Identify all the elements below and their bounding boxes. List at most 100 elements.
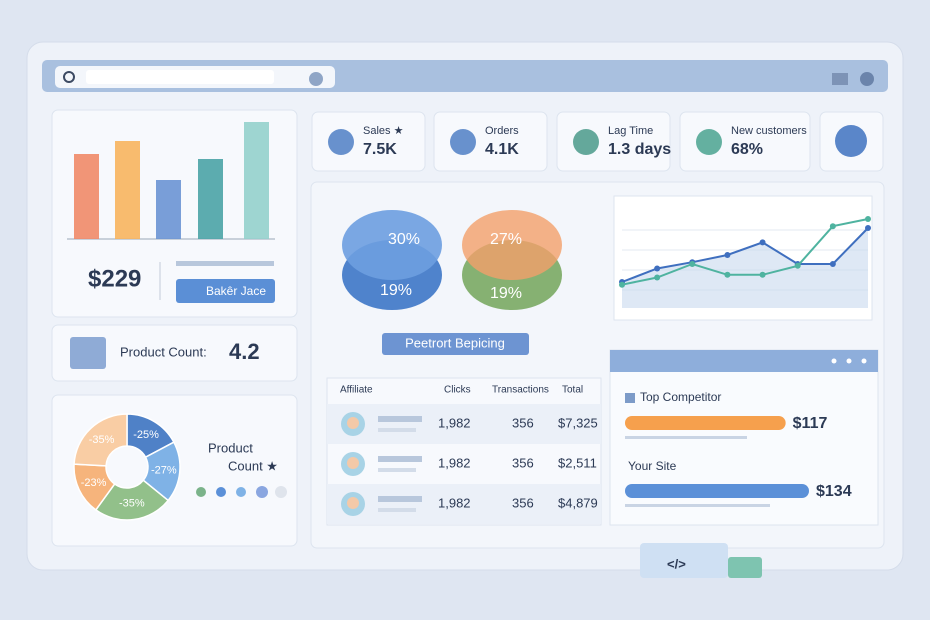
donut-label: -35% [119,498,145,510]
point [865,216,871,222]
venn-circle [342,210,442,280]
panel-header [610,350,878,372]
competitor-bar [625,416,786,430]
play-badge[interactable] [728,557,762,578]
kpi-label: New customers [731,125,807,137]
kpi-icon [696,129,722,155]
kpi-value: 1.3 days [608,141,671,158]
point [724,271,731,278]
table-cell: $7,325 [558,415,598,430]
bar [198,159,223,239]
bar [156,180,181,239]
table-cell: 1,982 [438,455,471,470]
kpi-card [679,111,811,172]
product-count-label: Product Count: [120,344,207,359]
avatar-face [347,497,359,509]
table-cell: 356 [512,415,534,430]
kpi-label: Sales ★ [363,125,404,137]
line [621,218,869,286]
pie-icon [835,125,867,157]
box-icon [70,337,106,369]
placeholder [378,416,422,422]
point [794,262,801,269]
donut-title: Count ★ [228,458,278,473]
user-icon[interactable] [860,72,874,86]
kpi-value: 4.1K [485,141,519,158]
point [619,281,625,288]
competitor-label: Your Site [628,459,677,473]
point [829,223,836,230]
point [759,239,766,246]
placeholder [378,508,416,512]
bar [74,154,99,239]
table-cell: $4,879 [558,495,598,510]
dot [196,487,206,497]
table-cell: 356 [512,455,534,470]
point [654,265,661,272]
dot [216,487,226,497]
kpi-card [556,111,671,172]
kpi-value: 7.5K [363,141,397,158]
dot [236,487,246,497]
button-label: Bakêr Jace [206,284,266,298]
dot [275,486,287,498]
dot [861,358,867,364]
point [689,261,696,267]
amount: $229 [88,265,141,292]
product-count-card [51,324,298,382]
donut-label: -23% [81,477,107,489]
donut-label: -27% [151,465,177,477]
table-header: Clicks [444,385,471,396]
venn-label: 30% [388,231,420,248]
venn-label: 27% [490,231,522,248]
competitor-value: $117 [793,415,828,432]
avatar-face [347,457,359,469]
donut-label: -35% [89,434,115,446]
table-body: Affiliate Clicks Transactions Total 1,982 356… [340,385,598,516]
kpi-icon [328,129,354,155]
avatar-face [347,417,359,429]
competitor-value: $134 [816,483,852,500]
bar-card-button[interactable] [176,279,275,303]
code-badge[interactable] [640,543,728,578]
kpi-label: Orders [485,125,519,137]
placeholder [378,428,416,432]
filter-icon[interactable] [309,72,323,86]
area [622,228,868,308]
grid-icon[interactable] [832,73,848,85]
venn-circle [462,210,562,280]
table-header: Transactions [492,385,549,396]
donut-segment [94,479,170,521]
bar [244,122,269,239]
point [865,225,871,231]
legend-square [625,393,635,403]
kpi-icon [573,129,599,155]
point [759,271,766,278]
venn-button[interactable] [382,333,529,355]
point [829,261,836,267]
search-input[interactable] [86,70,274,84]
line-chart [619,216,871,308]
table-row [327,484,601,524]
code-badge-label: </> [667,556,686,571]
dot [256,486,268,498]
kpi-label: Lag Time [608,125,653,137]
point [654,274,661,281]
donut-segment [73,413,128,467]
table-row [327,404,601,444]
competitor-label: Top Competitor [640,390,721,404]
dot [831,358,837,364]
placeholder [625,504,770,507]
placeholder [378,468,416,472]
placeholder [378,496,422,502]
kpi-icon [450,129,476,155]
placeholder [625,436,747,439]
placeholder [176,261,274,266]
kpi-card [311,111,426,172]
kpi-card [433,111,548,172]
venn-label: 19% [380,282,412,299]
table-cell: 356 [512,495,534,510]
product-count-value: 4.2 [229,339,260,364]
placeholder [378,456,422,462]
venn-label: 19% [490,285,522,302]
